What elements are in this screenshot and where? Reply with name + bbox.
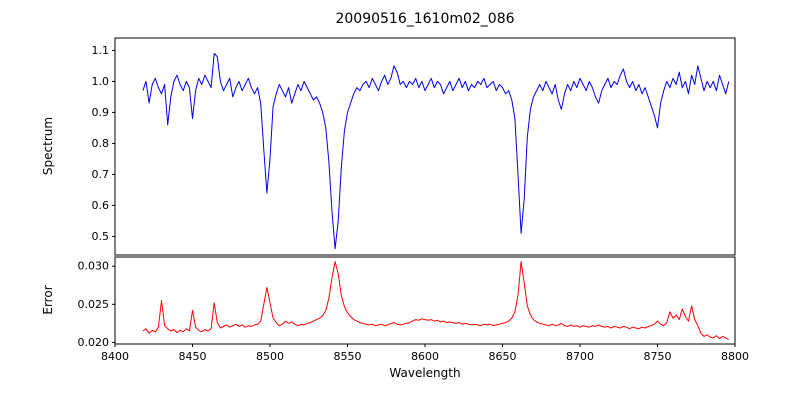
spectrum-line [142,53,730,250]
error-axes-box [114,256,736,345]
plot-title: 20090516_1610m02_086 [335,11,515,27]
x-tick-label: 8700 [566,350,594,363]
y-tick-label: 0.6 [92,199,110,212]
y-tick-label: 0.020 [78,336,110,349]
y-tick-label: 1.0 [92,75,110,88]
y-tick-label: 0.7 [92,168,110,181]
y-tick-label: 1.1 [92,44,110,57]
x-tick-label: 8500 [256,350,284,363]
x-tick-label: 8650 [489,350,517,363]
x-tick-label: 8400 [101,350,129,363]
error-line [142,261,730,340]
y-tick-label: 0.8 [92,137,110,150]
x-axis-label: Wavelength [389,366,461,380]
x-tick-label: 8600 [411,350,439,363]
spectrum-axes-box [114,37,736,256]
x-tick-label: 8450 [179,350,207,363]
y-tick-label: 0.030 [78,260,110,273]
y-tick-label: 0.025 [78,298,110,311]
x-tick-label: 8800 [721,350,749,363]
y-tick-label: 0.5 [92,230,110,243]
x-tick-label: 8750 [644,350,672,363]
y-tick-label: 0.9 [92,106,110,119]
x-tick-label: 8550 [334,350,362,363]
